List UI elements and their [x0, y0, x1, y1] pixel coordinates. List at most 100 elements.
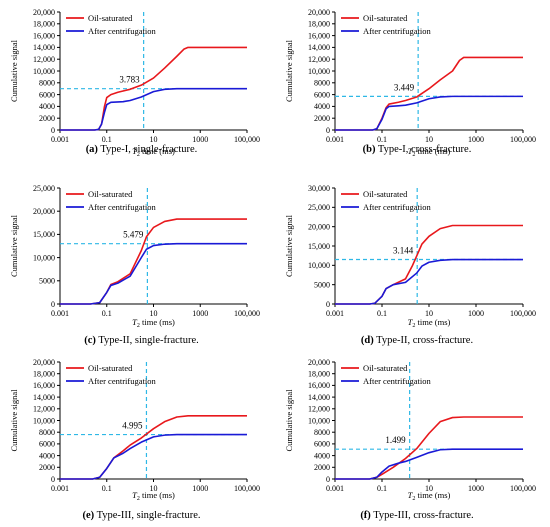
y-tick-label: 4000 — [314, 451, 330, 460]
x-tick-label: 1000 — [192, 484, 208, 493]
y-tick-label: 6000 — [314, 440, 330, 449]
x-tick-label: 0.001 — [326, 135, 344, 144]
x-tick-label: 1000 — [468, 484, 484, 493]
x-axis-title: T2 time (ms) — [132, 490, 175, 502]
y-tick-label: 18,000 — [33, 20, 55, 29]
y-tick-label: 2000 — [314, 114, 330, 123]
y-tick-label: 16,000 — [308, 381, 330, 390]
ref-value-label: 3.783 — [119, 75, 140, 85]
y-tick-label: 12,000 — [33, 55, 55, 64]
series-line-oil-saturated — [335, 416, 523, 480]
y-tick-label: 5000 — [314, 280, 330, 289]
y-tick-label: 10,000 — [33, 67, 55, 76]
legend-label: After centrifugation — [363, 26, 431, 36]
legend-label: Oil-saturated — [88, 189, 133, 199]
y-tick-label: 20,000 — [308, 358, 330, 367]
x-tick-label: 100,000 — [510, 484, 536, 493]
y-tick-label: 14,000 — [33, 43, 55, 52]
x-tick-label: 10 — [425, 484, 433, 493]
x-tick-label: 100,000 — [510, 309, 536, 318]
y-tick-label: 12,000 — [33, 405, 55, 414]
legend-label: After centrifugation — [88, 202, 156, 212]
chart-panel-c: 0 5000 10,000 15,000 20,000 25,000 0.001 0.1 10 1… — [9, 184, 260, 346]
x-tick-label: 0.1 — [377, 309, 387, 318]
y-axis-title: Cumulative signal — [284, 214, 294, 277]
y-tick-label: 16,000 — [33, 31, 55, 40]
y-tick-label: 12,000 — [308, 55, 330, 64]
y-tick-label: 14,000 — [308, 393, 330, 402]
x-tick-label: 100,000 — [234, 484, 260, 493]
series-line-oil-saturated — [335, 56, 523, 131]
x-axis-title: T2 time (ms) — [132, 146, 175, 158]
y-tick-label: 0 — [326, 300, 330, 309]
series-line-after-centrifugation — [335, 448, 523, 480]
y-tick-label: 30,000 — [308, 184, 330, 193]
x-tick-label: 100,000 — [510, 135, 536, 144]
y-axis-title: Cumulative signal — [9, 389, 19, 452]
y-tick-label: 15,000 — [308, 242, 330, 251]
y-tick-label: 0 — [51, 300, 55, 309]
y-tick-label: 5000 — [39, 277, 55, 286]
series-line-oil-saturated — [60, 218, 247, 305]
chart-panel-a: 0 2000 4000 6000 8000 10,000 12,000 14,000 16,00… — [9, 8, 260, 158]
legend-label: Oil-saturated — [363, 189, 408, 199]
x-tick-label: 0.001 — [326, 484, 344, 493]
legend-label: Oil-saturated — [88, 363, 133, 373]
y-tick-label: 16,000 — [308, 31, 330, 40]
x-tick-label: 0.1 — [102, 135, 112, 144]
y-axis-title: Cumulative signal — [284, 389, 294, 452]
y-tick-label: 4000 — [314, 102, 330, 111]
y-tick-label: 14,000 — [33, 393, 55, 402]
y-tick-label: 20,000 — [33, 358, 55, 367]
series-line-oil-saturated — [335, 224, 523, 305]
ref-value-label: 5.479 — [123, 230, 144, 240]
x-axis-title: T2 time (ms) — [132, 317, 175, 329]
legend-label: After centrifugation — [363, 202, 431, 212]
y-tick-label: 6000 — [39, 440, 55, 449]
y-tick-label: 0 — [326, 126, 330, 135]
y-tick-label: 20,000 — [33, 8, 55, 17]
series-line-after-centrifugation — [335, 95, 523, 131]
panel-caption: (a) Type-I, single-fracture. — [86, 144, 198, 155]
y-tick-label: 16,000 — [33, 381, 55, 390]
legend-label: After centrifugation — [363, 376, 431, 386]
legend-label: Oil-saturated — [88, 13, 133, 23]
x-tick-label: 1000 — [192, 309, 208, 318]
x-tick-label: 0.001 — [51, 484, 69, 493]
y-axis-title: Cumulative signal — [9, 214, 19, 277]
x-tick-label: 100,000 — [234, 135, 260, 144]
y-tick-label: 0 — [51, 126, 55, 135]
legend-label: After centrifugation — [88, 26, 156, 36]
legend-label: Oil-saturated — [363, 13, 408, 23]
chart-panel-f: 0 2000 4000 6000 8000 10,000 12,000 14,000 16,00… — [284, 358, 536, 521]
x-tick-label: 1000 — [468, 309, 484, 318]
x-tick-label: 0.1 — [377, 484, 387, 493]
ref-value-label: 3.144 — [393, 246, 414, 256]
x-tick-label: 10 — [425, 135, 433, 144]
y-tick-label: 25,000 — [33, 184, 55, 193]
series-line-after-centrifugation — [60, 242, 247, 305]
series-line-after-centrifugation — [60, 87, 247, 131]
y-tick-label: 10,000 — [33, 253, 55, 262]
y-axis-title: Cumulative signal — [284, 39, 294, 102]
y-tick-label: 12,000 — [308, 405, 330, 414]
x-axis-title: T2 time (ms) — [408, 146, 451, 158]
x-tick-label: 0.001 — [51, 135, 69, 144]
y-tick-label: 10,000 — [308, 416, 330, 425]
series-line-oil-saturated — [60, 415, 247, 480]
x-tick-label: 10 — [150, 484, 158, 493]
legend-label: Oil-saturated — [363, 363, 408, 373]
y-tick-label: 8000 — [39, 79, 55, 88]
x-axis-title: T2 time (ms) — [408, 317, 451, 329]
y-tick-label: 6000 — [314, 90, 330, 99]
y-tick-label: 18,000 — [308, 370, 330, 379]
series-line-after-centrifugation — [60, 433, 247, 480]
y-tick-label: 4000 — [39, 102, 55, 111]
y-tick-label: 25,000 — [308, 203, 330, 212]
ref-value-label: 1.499 — [385, 435, 406, 445]
y-tick-label: 20,000 — [33, 207, 55, 216]
chart-panel-e: 0 2000 4000 6000 8000 10,000 12,000 14,000 16,00… — [9, 358, 260, 521]
x-tick-label: 0.1 — [102, 309, 112, 318]
x-tick-label: 10 — [150, 309, 158, 318]
